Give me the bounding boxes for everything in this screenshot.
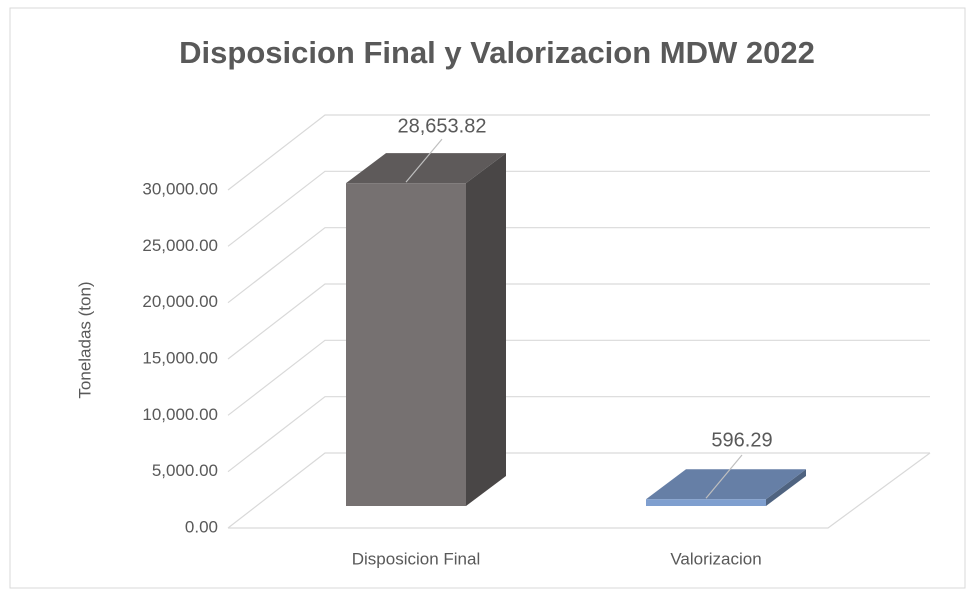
- y-tick-label: 30,000.00: [142, 179, 218, 198]
- bar-face: [346, 183, 466, 506]
- bar-face: [466, 153, 506, 506]
- y-tick-label: 20,000.00: [142, 292, 218, 311]
- bar-face: [646, 469, 806, 500]
- bar-face: [766, 469, 806, 506]
- data-label: 28,653.82: [398, 115, 487, 137]
- y-tick-label: 5,000.00: [152, 461, 218, 480]
- bar: [646, 469, 806, 506]
- grid-line: [227, 227, 930, 304]
- leader-line: [405, 138, 443, 183]
- grid-line: [227, 396, 930, 473]
- grid-line: [227, 283, 930, 360]
- floor-edge: [228, 452, 931, 529]
- chart-title: Disposicion Final y Valorizacion MDW 202…: [179, 35, 815, 70]
- y-tick-label: 0.00: [185, 517, 218, 536]
- grid-line: [227, 452, 930, 529]
- bar: [346, 153, 506, 506]
- y-axis-label: Toneladas (ton): [75, 281, 94, 398]
- y-tick-label: 25,000.00: [142, 236, 218, 255]
- y-tick-label: 10,000.00: [142, 405, 218, 424]
- x-tick-label: Disposicion Final: [352, 549, 481, 568]
- leader-line: [705, 454, 743, 499]
- grid-line: [227, 114, 930, 191]
- data-label: 596.29: [711, 429, 772, 451]
- bar-face: [646, 499, 766, 506]
- bar-face: [346, 153, 506, 184]
- x-tick-label: Valorizacion: [670, 549, 761, 568]
- grid-line: [227, 170, 930, 247]
- grid-line: [227, 339, 930, 416]
- y-tick-label: 15,000.00: [142, 348, 218, 367]
